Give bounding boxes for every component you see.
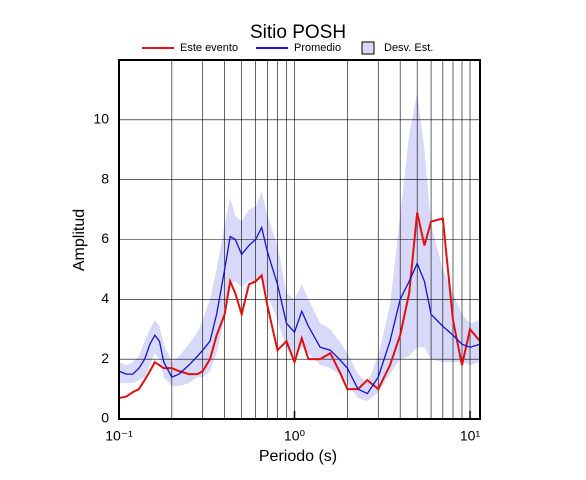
- legend-label: Este evento: [180, 42, 238, 54]
- y-tick-label: 10: [93, 111, 109, 127]
- y-tick-label: 4: [101, 290, 109, 306]
- y-tick-label: 0: [101, 410, 109, 426]
- chart-title: Sitio POSH: [250, 22, 346, 43]
- std-band: [119, 92, 480, 402]
- x-tick-label: 10⁰: [284, 428, 306, 444]
- plot-frame: [118, 59, 481, 420]
- legend-label: Desv. Est.: [384, 42, 433, 54]
- legend-swatch: [361, 41, 375, 55]
- x-axis-label: Periodo (s): [259, 448, 337, 465]
- legend-label: Promedio: [294, 42, 341, 54]
- series-line: [118, 225, 481, 395]
- y-axis-label: Amplitud: [71, 209, 88, 271]
- y-tick-label: 2: [101, 350, 109, 366]
- x-tick-label: 10¹: [460, 428, 481, 444]
- y-tick-label: 8: [101, 170, 109, 186]
- y-tick-label: 6: [101, 230, 109, 246]
- series-line: [118, 212, 481, 400]
- x-tick-label: 10⁻¹: [105, 428, 133, 444]
